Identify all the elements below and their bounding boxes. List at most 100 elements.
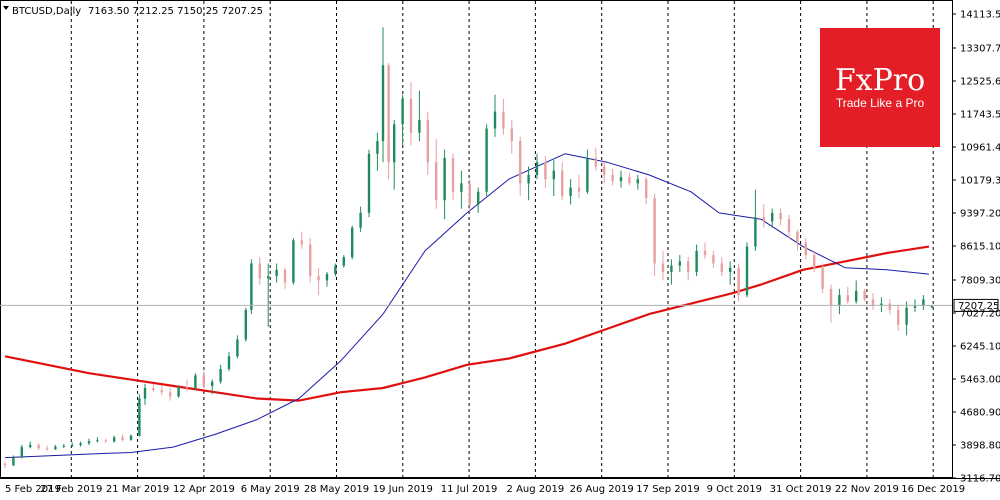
candle-body — [636, 179, 639, 184]
candle-body — [745, 246, 749, 296]
candle-body — [177, 386, 180, 397]
candle-body — [871, 299, 875, 306]
x-tick-label: 27 Feb 2019 — [40, 484, 102, 495]
candle-body — [409, 98, 413, 133]
candle-body — [45, 448, 49, 450]
candle-body — [720, 263, 723, 272]
vertical-grid — [70, 1, 934, 478]
candle-body — [292, 240, 295, 283]
candle-body — [628, 177, 631, 184]
candle-body — [96, 440, 99, 442]
candle-body — [762, 217, 765, 222]
candle-body — [342, 257, 345, 266]
candle-body — [244, 309, 247, 340]
candle-body — [703, 250, 707, 256]
x-tick-label: 6 May 2019 — [241, 484, 300, 495]
x-tick-label: 19 Jun 2019 — [373, 484, 433, 495]
candle-body — [143, 387, 147, 399]
y-tick-label: 7809.30 — [960, 276, 1000, 287]
candle-body — [661, 263, 665, 272]
x-tick-label: 31 Oct 2019 — [770, 484, 832, 495]
y-tick-label: 12525.60 — [960, 77, 1000, 88]
candle-body — [334, 265, 337, 275]
x-tick-label: 16 Dec 2019 — [901, 484, 965, 495]
candle-body — [754, 217, 757, 247]
candle-body — [71, 444, 74, 446]
y-tick-label: 3116.70 — [960, 474, 1000, 485]
candle-body — [160, 390, 163, 393]
candle-body — [611, 174, 614, 182]
candle-body — [138, 398, 141, 436]
candle-body — [855, 290, 858, 302]
candle-body — [443, 158, 446, 201]
candle-body — [594, 158, 597, 167]
candle-body — [367, 153, 371, 213]
candle-body — [905, 307, 908, 325]
x-tick-label: 2 Aug 2019 — [507, 484, 565, 495]
x-tick-label: 11 Jul 2019 — [441, 484, 498, 495]
candle-body — [771, 212, 774, 222]
candle-body — [863, 290, 866, 300]
candle-body — [846, 295, 849, 302]
candle-body — [325, 274, 329, 281]
candle-body — [451, 158, 455, 192]
candle-body — [20, 447, 23, 458]
y-tick-label: 3898.80 — [960, 441, 1000, 452]
candle-body — [211, 381, 214, 386]
candle-body — [460, 183, 463, 192]
plot-frame — [0, 0, 953, 478]
candle-body — [435, 162, 438, 201]
candle-body — [586, 158, 589, 192]
candle-body — [779, 212, 782, 220]
candle-body — [129, 435, 133, 440]
y-tick-label: 8615.10 — [960, 242, 1000, 253]
candle-body — [12, 457, 15, 466]
slow-moving-average-line — [4, 245, 930, 402]
dropdown-triangle-icon[interactable] — [3, 6, 9, 10]
candle-body — [387, 65, 390, 163]
candle-body — [185, 386, 189, 388]
candle-body — [477, 191, 480, 205]
candle-body — [376, 141, 379, 154]
y-tick-label: 7027.20 — [960, 309, 1000, 320]
candle-body — [804, 242, 807, 256]
candle-body — [468, 183, 471, 205]
candle-body — [54, 446, 57, 450]
candle-body — [897, 309, 900, 325]
y-tick-label: 14113.50 — [960, 10, 1000, 21]
candle-body — [561, 170, 564, 197]
candle-body — [485, 128, 488, 192]
candle-body — [258, 263, 261, 279]
candle-body — [493, 111, 497, 129]
candle-body — [653, 198, 656, 264]
candle-body — [169, 392, 172, 397]
candle-body — [695, 250, 698, 272]
y-tick-label: 6245.10 — [960, 342, 1000, 353]
logo-background — [820, 28, 940, 147]
moving-averages — [4, 153, 930, 459]
candle-body — [202, 375, 205, 386]
y-axis: 14113.50 13307.70 12525.60 11743.50 10961.40… — [952, 10, 1000, 485]
ohlc-values: 7163.50 7212.25 7150.25 7207.25 — [88, 6, 263, 17]
candle-body — [79, 443, 82, 445]
candle-body — [519, 141, 522, 184]
y-tick-label: 13307.70 — [960, 44, 1000, 55]
candle-body — [219, 369, 222, 382]
candle-body — [104, 440, 107, 442]
candle-body — [401, 98, 404, 125]
candle-body — [888, 303, 891, 310]
candle-body — [838, 295, 841, 306]
candle-body — [687, 261, 690, 272]
candle-body — [645, 179, 648, 199]
candle-body — [113, 437, 116, 442]
candle-body — [813, 255, 816, 268]
fast-moving-average-line — [4, 153, 930, 459]
candle-body — [62, 445, 65, 447]
candle-body — [426, 120, 429, 163]
candle-body — [821, 267, 824, 289]
candle-body — [381, 65, 385, 142]
candle-body — [317, 276, 320, 281]
candle-body — [393, 124, 396, 163]
logo-tagline: Trade Like a Pro — [836, 96, 925, 110]
